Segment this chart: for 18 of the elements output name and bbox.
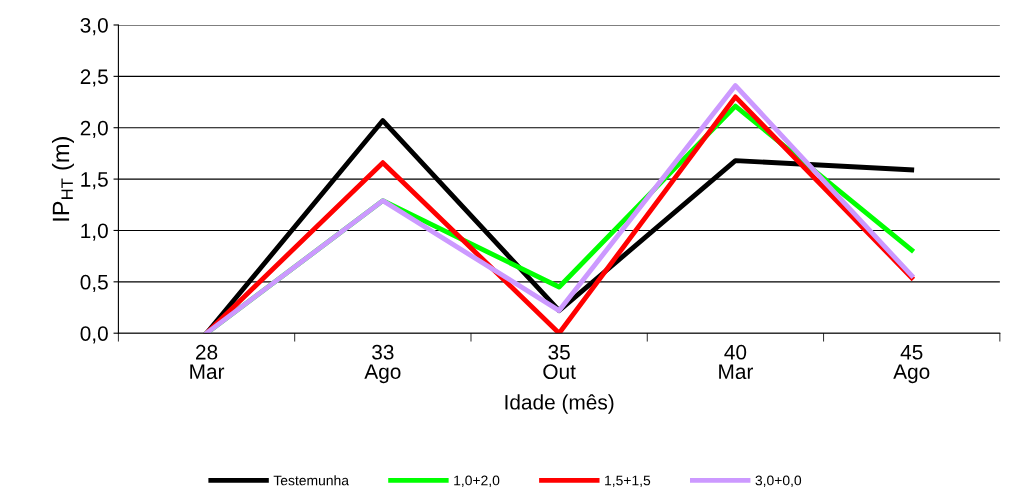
legend-label: 3,0+0,0 [755,475,802,487]
x-axis-title: Idade (mês) [505,394,614,414]
legend-label: 1,0+2,0 [454,475,500,487]
y-tick-label: 2,5 [80,69,108,87]
y-axis-title: IP$_{HT}$ (m) [51,137,74,221]
y-tick-label: 1,5 [81,172,108,190]
y-tick-label: 0,0 [80,326,108,344]
x-tick-label: 28 Mar [190,344,225,380]
x-tick-label: 40 Mar [719,344,754,380]
y-tick-label: 2,0 [80,120,108,138]
legend-label: 1,5+1,5 [605,475,651,487]
y-tick-label: 1,0 [81,223,108,241]
y-tick-label: 0,5 [80,274,108,293]
x-tick-label: 33 Ago [364,344,401,384]
y-tick-label: 3,0 [80,17,108,36]
legend-label: Testemunha [273,475,349,486]
x-tick-label: 35 Out [543,344,576,380]
x-tick-label: 45 Ago [893,345,930,384]
